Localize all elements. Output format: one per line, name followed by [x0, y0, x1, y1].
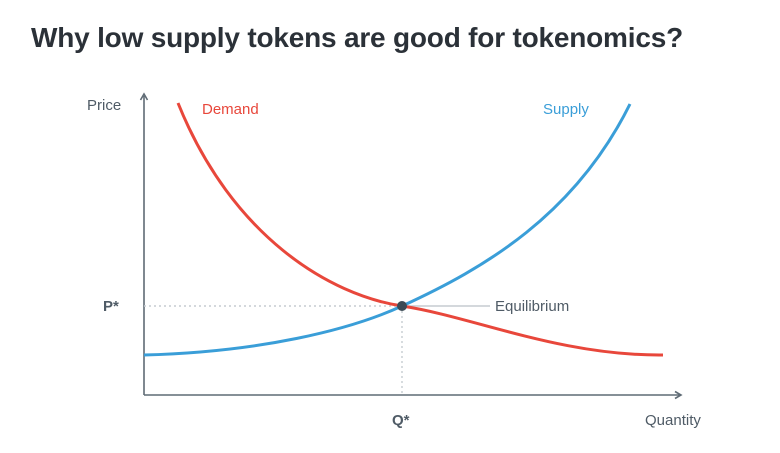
price-marker-label: P* — [103, 298, 119, 315]
supply-label: Supply — [543, 101, 589, 118]
x-axis-arrow-icon — [674, 390, 683, 400]
y-axis-label: Price — [87, 97, 121, 114]
page-title: Why low supply tokens are good for token… — [31, 22, 683, 53]
demand-label: Demand — [202, 101, 259, 118]
demand-curve — [176, 102, 664, 357]
equilibrium-label: Equilibrium — [495, 298, 569, 315]
equilibrium-point — [397, 301, 407, 311]
supply-curve — [143, 103, 632, 357]
quantity-marker-label: Q* — [392, 412, 410, 429]
y-axis-arrow-icon — [139, 92, 149, 101]
x-axis-label: Quantity — [645, 412, 701, 429]
